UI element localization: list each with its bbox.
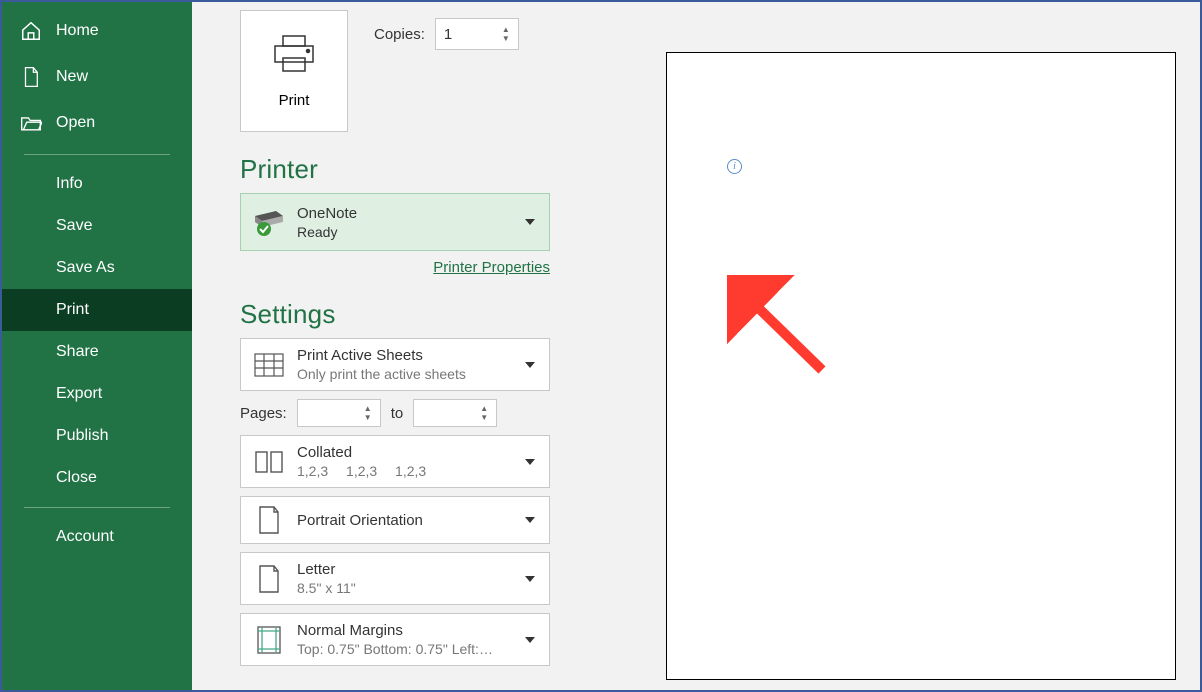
- spinner-arrows-icon: ▲▼: [502, 25, 518, 43]
- dropdown-subtitle: Top: 0.75" Bottom: 0.75" Left:…: [297, 641, 515, 657]
- chevron-down-icon: [525, 576, 535, 582]
- printer-icon: [271, 34, 317, 78]
- sidebar-item-info[interactable]: Info: [2, 163, 192, 205]
- print-preview-page: [666, 52, 1176, 680]
- copies-label: Copies:: [374, 26, 425, 43]
- sidebar-item-export[interactable]: Export: [2, 373, 192, 415]
- print-button-label: Print: [279, 92, 310, 109]
- spreadsheet-icon: [251, 353, 287, 377]
- margins-icon: [251, 625, 287, 655]
- sidebar-label: Account: [56, 528, 114, 546]
- sidebar-item-saveas[interactable]: Save As: [2, 247, 192, 289]
- pages-to-label: to: [391, 405, 404, 422]
- spinner-arrows-icon: ▲▼: [364, 404, 380, 422]
- sidebar-item-share[interactable]: Share: [2, 331, 192, 373]
- sidebar-label: Publish: [56, 427, 108, 445]
- sidebar-item-close[interactable]: Close: [2, 457, 192, 499]
- page-icon: [251, 564, 287, 594]
- sidebar-item-publish[interactable]: Publish: [2, 415, 192, 457]
- copies-value: 1: [436, 26, 502, 43]
- sidebar-item-print[interactable]: Print: [2, 289, 192, 331]
- dropdown-subtitle: Only print the active sheets: [297, 366, 515, 382]
- print-backstage: Print Copies: 1 ▲▼ i Printer: [192, 2, 1200, 690]
- sidebar-label: Info: [56, 175, 83, 193]
- sidebar-label: Share: [56, 343, 99, 361]
- sidebar-label: Home: [56, 22, 99, 40]
- dropdown-title: Portrait Orientation: [297, 512, 515, 529]
- sidebar-label: Save As: [56, 259, 115, 277]
- printer-name: OneNote: [297, 205, 515, 222]
- new-file-icon: [20, 66, 42, 88]
- sidebar-item-home[interactable]: Home: [2, 8, 192, 54]
- sidebar-item-save[interactable]: Save: [2, 205, 192, 247]
- sidebar-label: Save: [56, 217, 92, 235]
- orientation-selector[interactable]: Portrait Orientation: [240, 496, 550, 544]
- chevron-down-icon: [525, 219, 535, 225]
- printer-properties-link[interactable]: Printer Properties: [433, 259, 550, 276]
- collation-selector[interactable]: Collated 1,2,3 1,2,3 1,2,3: [240, 435, 550, 488]
- dropdown-title: Collated: [297, 444, 515, 461]
- dropdown-title: Print Active Sheets: [297, 347, 515, 364]
- sidebar-divider: [24, 154, 170, 155]
- paper-size-selector[interactable]: Letter 8.5" x 11": [240, 552, 550, 605]
- info-icon[interactable]: i: [727, 159, 742, 174]
- print-what-selector[interactable]: Print Active Sheets Only print the activ…: [240, 338, 550, 391]
- sidebar-item-account[interactable]: Account: [2, 516, 192, 558]
- sidebar-item-new[interactable]: New: [2, 54, 192, 100]
- pages-label: Pages:: [240, 405, 287, 422]
- printer-ready-icon: [251, 207, 287, 237]
- chevron-down-icon: [525, 637, 535, 643]
- dropdown-subtitle: 1,2,3 1,2,3 1,2,3: [297, 463, 515, 479]
- printer-status: Ready: [297, 224, 515, 240]
- home-icon: [20, 20, 42, 42]
- dropdown-title: Normal Margins: [297, 622, 515, 639]
- pages-to-spinner[interactable]: ▲▼: [413, 399, 497, 427]
- spinner-arrows-icon: ▲▼: [480, 404, 496, 422]
- margins-selector[interactable]: Normal Margins Top: 0.75" Bottom: 0.75" …: [240, 613, 550, 666]
- copies-spinner[interactable]: 1 ▲▼: [435, 18, 519, 50]
- sidebar-divider: [24, 507, 170, 508]
- printer-heading: Printer: [240, 154, 622, 185]
- dropdown-subtitle: 8.5" x 11": [297, 580, 515, 596]
- print-button[interactable]: Print: [240, 10, 348, 132]
- sidebar-label: Print: [56, 301, 89, 319]
- sidebar-label: Export: [56, 385, 102, 403]
- backstage-sidebar: Home New Open Info Save Save As Print Sh…: [2, 2, 192, 690]
- settings-heading: Settings: [240, 299, 622, 330]
- sidebar-label: New: [56, 68, 88, 86]
- sidebar-item-open[interactable]: Open: [2, 100, 192, 146]
- open-folder-icon: [20, 112, 42, 134]
- sidebar-label: Open: [56, 114, 95, 132]
- dropdown-title: Letter: [297, 561, 515, 578]
- portrait-icon: [251, 505, 287, 535]
- print-preview-pane: [642, 2, 1200, 690]
- pages-from-spinner[interactable]: ▲▼: [297, 399, 381, 427]
- sidebar-label: Close: [56, 469, 97, 487]
- printer-selector[interactable]: OneNote Ready: [240, 193, 550, 251]
- chevron-down-icon: [525, 517, 535, 523]
- print-settings-pane: Print Copies: 1 ▲▼ i Printer: [192, 2, 642, 690]
- chevron-down-icon: [525, 459, 535, 465]
- collated-icon: [251, 450, 287, 474]
- chevron-down-icon: [525, 362, 535, 368]
